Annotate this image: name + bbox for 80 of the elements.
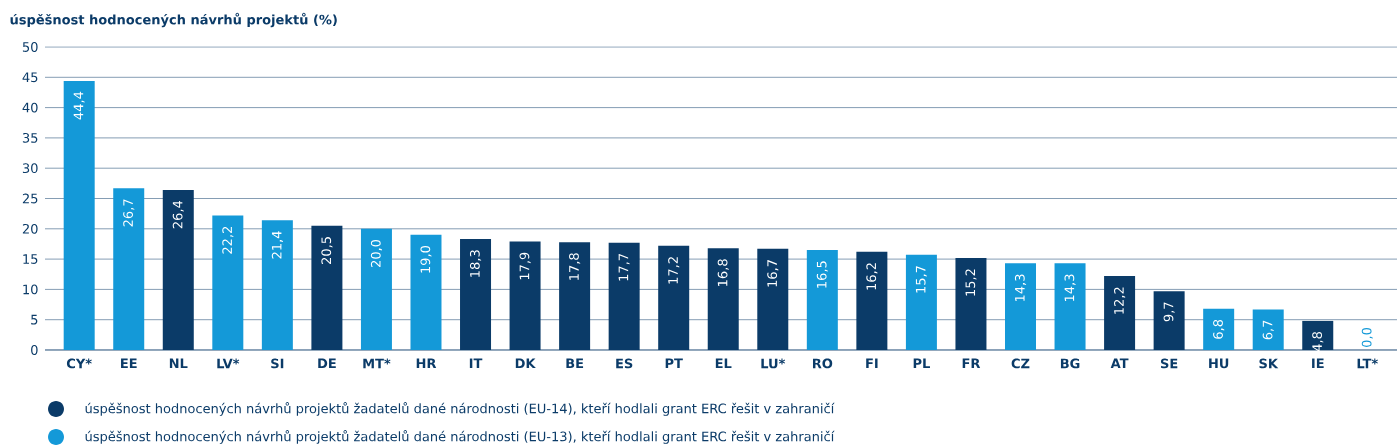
bar: [261, 220, 293, 350]
bar: [212, 215, 244, 350]
data-label: 9,7: [1163, 302, 1175, 322]
x-tick-label: SE: [1160, 358, 1178, 369]
y-tick-label: 50: [22, 42, 38, 52]
data-label: 0,0: [1361, 328, 1373, 347]
data-label: 17,2: [668, 257, 680, 284]
data-label: 19,0: [420, 245, 432, 273]
x-tick-label: LV*: [217, 358, 240, 369]
x-tick-label: FI: [866, 358, 878, 369]
data-label: 17,9: [519, 252, 531, 280]
data-label: 17,7: [618, 254, 630, 281]
y-tick-label: 45: [22, 72, 38, 83]
data-label: 14,3: [1064, 274, 1076, 302]
bar: [410, 234, 442, 350]
bar: [63, 80, 95, 350]
bar: [1005, 263, 1036, 350]
data-label: 18,3: [469, 250, 482, 277]
data-label: 17,8: [569, 253, 581, 280]
bar: [1252, 309, 1284, 350]
x-tick-label: HR: [416, 358, 437, 369]
data-label: 26,7: [123, 199, 135, 227]
data-label: 14,3: [1014, 274, 1027, 302]
x-tick-label: BE: [566, 358, 584, 369]
bar: [1054, 263, 1086, 350]
legend-label: úspěšnost hodnocených návrhů projektů žadatelů dané národnosti (EU-13), kteří hodlali grant ERC řešit v zahraničí: [85, 430, 835, 444]
x-tick-label: ES: [616, 358, 633, 369]
data-label: 20,0: [370, 239, 383, 267]
bar: [905, 254, 937, 350]
y-tick-label: 20: [22, 223, 38, 234]
x-tick-label: BG: [1060, 358, 1080, 369]
x-tick-label: LT*: [1357, 358, 1378, 369]
x-tick-label: FR: [962, 358, 981, 369]
data-label: 44,4: [73, 91, 85, 120]
data-label: 15,2: [965, 269, 977, 296]
x-tick-label: PL: [913, 358, 930, 369]
data-label: 4,8: [1312, 332, 1324, 352]
x-tick-label: NL: [169, 358, 188, 369]
x-tick-label: CY*: [66, 358, 92, 369]
x-tick-label: SK: [1259, 358, 1279, 369]
x-tick-label: DE: [318, 358, 336, 369]
x-tick-label: MT*: [363, 358, 391, 369]
bar: [806, 250, 838, 350]
bar: [360, 228, 392, 350]
x-tick-label: CZ: [1011, 358, 1030, 369]
y-tick-label: 10: [23, 284, 38, 295]
data-label: 16,7: [767, 260, 779, 287]
y-tick-label: 30: [22, 163, 38, 174]
data-label: 6,7: [1262, 320, 1274, 340]
x-tick-label: LU*: [761, 358, 786, 369]
y-tick-label: 15: [23, 254, 38, 264]
x-tick-label: IE: [1312, 358, 1324, 369]
data-label: 22,2: [222, 226, 234, 254]
data-label: 26,4: [172, 200, 184, 229]
x-tick-label: RO: [812, 358, 833, 369]
y-tick-label: 35: [22, 132, 38, 143]
data-label: 6,8: [1213, 319, 1225, 339]
legend-label: úspěšnost hodnocených návrhů projektů žadatelů dané národnosti (EU-14), kteří hodlali grant ERC řešit v zahraničí: [85, 402, 835, 416]
y-tick-label: 5: [31, 314, 38, 325]
y-tick-label: 0: [31, 345, 38, 355]
x-tick-label: DK: [515, 358, 536, 369]
data-label: 12,2: [1114, 287, 1126, 314]
x-tick-label: EE: [121, 358, 137, 369]
x-tick-label: EL: [715, 358, 732, 369]
bar: [113, 188, 145, 350]
data-label: 21,4: [271, 231, 283, 259]
data-label: 15,7: [915, 266, 927, 293]
x-tick-label: IT: [469, 358, 483, 369]
x-tick-label: SI: [271, 358, 284, 369]
x-tick-label: AT: [1110, 358, 1129, 369]
x-tick-label: HU: [1209, 358, 1229, 369]
data-label: 16,8: [717, 259, 729, 286]
y-tick-label: 40: [22, 102, 38, 113]
data-label: 16,5: [816, 261, 828, 288]
data-label: 16,2: [866, 263, 878, 290]
y-axis-title: úspěšnost hodnocených návrhů projektů (%): [10, 12, 337, 28]
y-tick-label: 25: [22, 193, 38, 204]
data-label: 20,5: [321, 237, 333, 264]
x-tick-label: PT: [665, 358, 683, 369]
bar: [1203, 308, 1235, 350]
